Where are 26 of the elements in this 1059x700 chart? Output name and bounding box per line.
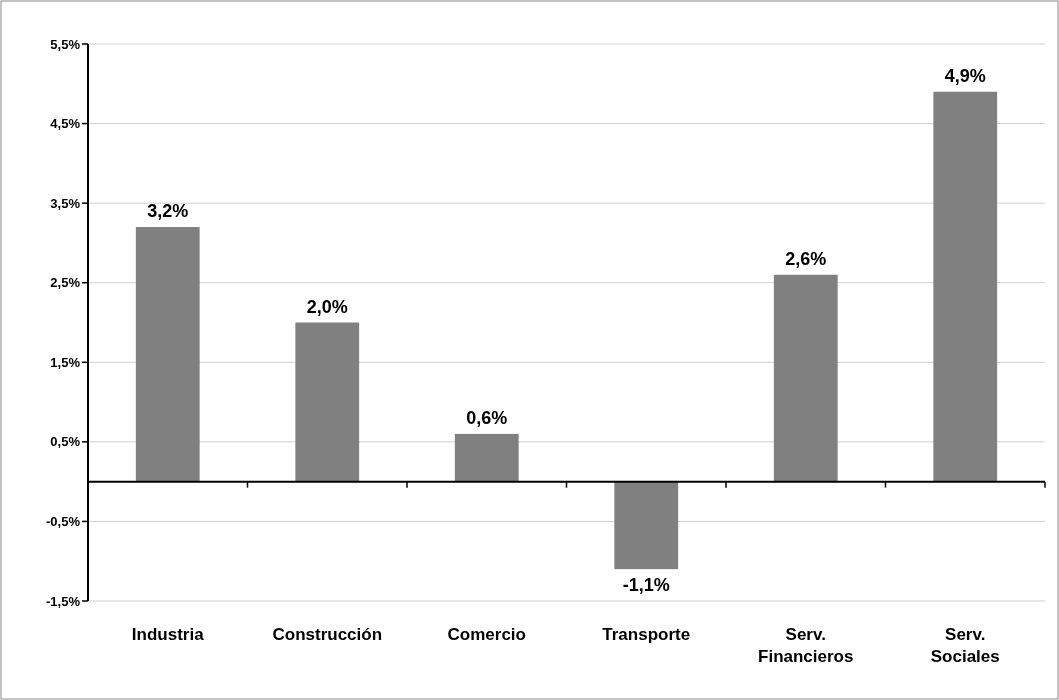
y-tick-label: -0,5% (46, 513, 81, 529)
bar (295, 322, 360, 482)
data-label: 2,6% (785, 248, 827, 269)
y-tick-label: 2,5% (50, 275, 81, 291)
bar (933, 91, 998, 482)
data-label: 0,6% (466, 407, 508, 428)
x-tick-label: Industria (131, 625, 205, 644)
bar (135, 227, 200, 482)
x-tick-label: Serv. Financieros (758, 625, 854, 666)
x-tick-label: Serv. Sociales (930, 625, 1000, 666)
x-tick-label: Comercio (447, 625, 526, 644)
bar (773, 274, 838, 482)
data-label: -1,1% (622, 575, 670, 596)
x-tick-label: Construcción (272, 625, 383, 644)
x-tick-label: Transporte (602, 625, 691, 644)
y-tick-label: 5,5% (50, 36, 81, 52)
y-tick-label: 1,5% (50, 354, 81, 370)
y-tick-label: -1,5% (46, 593, 81, 609)
bar (614, 481, 679, 570)
data-label: 4,9% (944, 65, 986, 86)
y-tick-label: 0,5% (50, 434, 81, 450)
bar (454, 433, 519, 482)
y-tick-label: 3,5% (50, 195, 81, 211)
data-label: 3,2% (147, 201, 189, 222)
data-label: 2,0% (306, 296, 348, 317)
y-tick-label: 4,5% (50, 116, 81, 132)
